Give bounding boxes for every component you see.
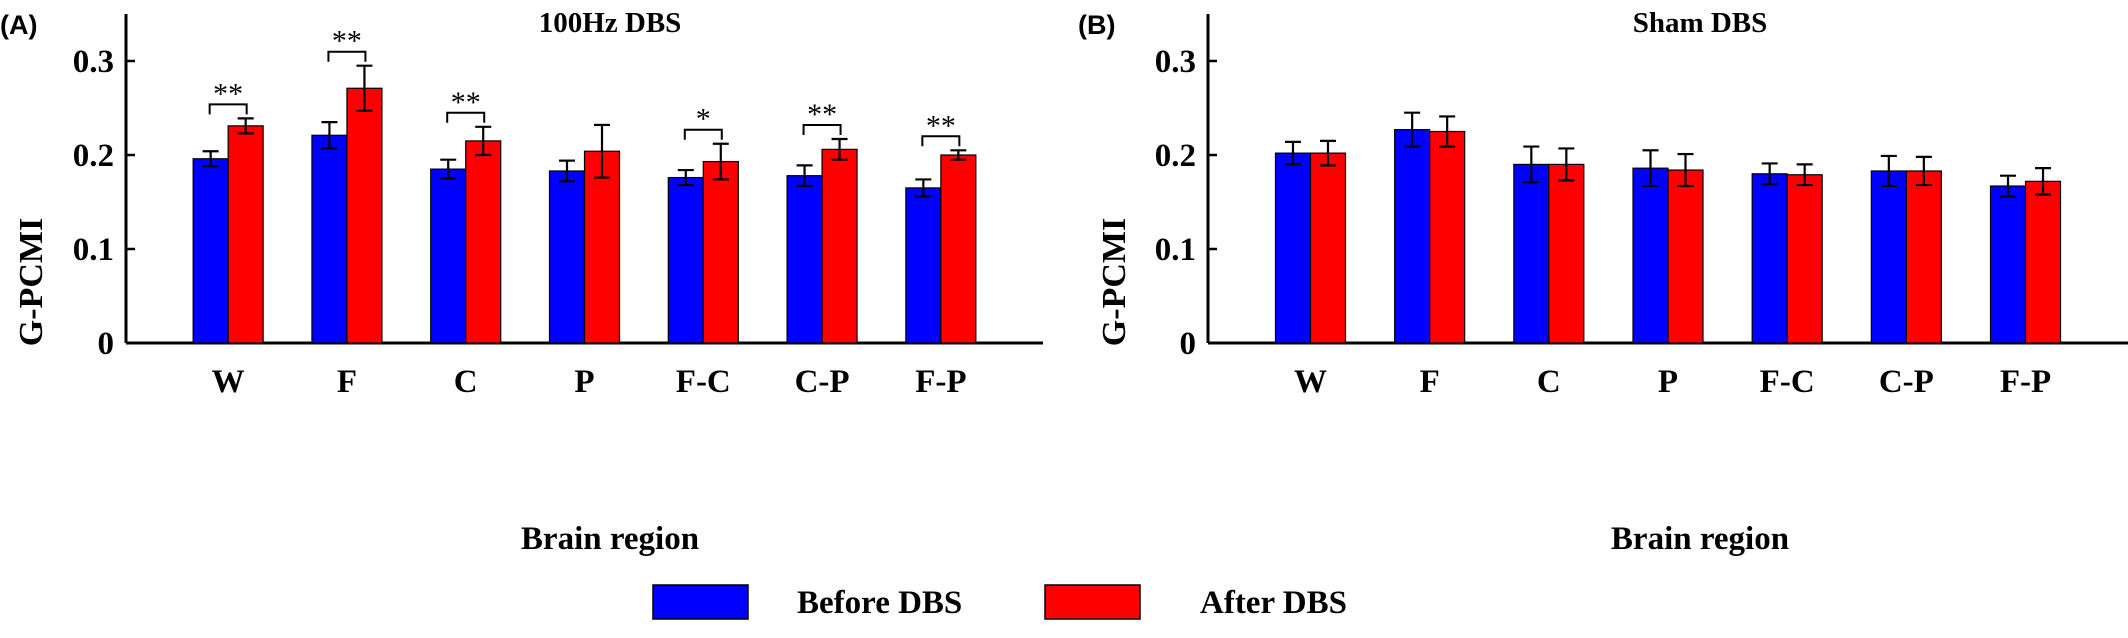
- bar: [227, 125, 264, 344]
- y-tick-label: 0.3: [1155, 44, 1196, 80]
- bar: [1667, 169, 1704, 344]
- bar: [667, 176, 704, 344]
- panel-b: (B) Sham DBS G-PCMI Brain region 0 0.1 0.2…: [1078, 7, 2128, 557]
- chart-title-b: Sham DBS: [1633, 7, 1768, 39]
- legend-label-before-dbs: Before DBS: [797, 585, 962, 621]
- x-tick-label: F-P: [2000, 364, 2051, 400]
- y-axis-label-a: G-PCMI: [13, 218, 50, 346]
- significance-label: **: [332, 25, 362, 58]
- x-tick-label: F-C: [1760, 364, 1815, 400]
- bar: [1548, 163, 1585, 344]
- significance-bracket: [921, 135, 961, 147]
- significance-bracket: [327, 50, 367, 62]
- x-tick-label: P: [574, 364, 594, 400]
- legend-swatch-before-dbs: [652, 584, 749, 620]
- x-tick-label: F: [1420, 364, 1440, 400]
- bar: [821, 148, 858, 344]
- x-tick-label: P: [1658, 364, 1678, 400]
- x-tick-label: F: [337, 364, 357, 400]
- bar: [1632, 167, 1669, 344]
- significance-label: **: [926, 109, 956, 142]
- bar: [1870, 170, 1907, 344]
- panel-a: (A) 100Hz DBS G-PCMI Brain region 0 0.1 0.…: [0, 7, 1043, 557]
- significance-bracket: [208, 103, 248, 115]
- y-tick-label: 0.2: [1155, 138, 1196, 174]
- significance-bracket: [446, 111, 486, 123]
- y-tick-label: 0.3: [73, 44, 114, 80]
- x-tick-label: W: [212, 364, 245, 400]
- bar: [1394, 129, 1431, 344]
- bar: [583, 150, 621, 344]
- x-tick-label: C-P: [795, 364, 850, 400]
- legend-swatch-after-dbs: [1044, 584, 1141, 620]
- chart-title-a: 100Hz DBS: [539, 7, 682, 39]
- significance-label: **: [451, 86, 481, 119]
- x-axis-label-a: Brain region: [521, 521, 699, 557]
- legend: Before DBS After DBS: [652, 584, 1347, 621]
- bar: [1905, 170, 1942, 344]
- legend-label-after-dbs: After DBS: [1200, 585, 1347, 621]
- bar: [465, 140, 502, 344]
- bar: [1513, 163, 1550, 344]
- bar: [1786, 174, 1823, 344]
- x-tick-label: W: [1294, 364, 1327, 400]
- significance-bracket: [683, 128, 723, 140]
- significance-label: **: [213, 77, 243, 110]
- significance-label: **: [807, 98, 837, 131]
- significance-bracket: [802, 124, 842, 136]
- panel-letter-a: (A): [0, 10, 37, 40]
- bar: [1429, 130, 1466, 344]
- significance-label: *: [696, 103, 711, 136]
- bar: [1309, 152, 1347, 344]
- x-tick-label: F-C: [676, 364, 731, 400]
- y-axis-label-b: G-PCMI: [1096, 218, 1133, 346]
- bar: [346, 87, 383, 344]
- y-tick-label: 0: [98, 326, 115, 362]
- panel-letter-b: (B): [1078, 10, 1115, 40]
- x-tick-label: C: [1537, 364, 1561, 400]
- bar: [311, 134, 348, 344]
- x-tick-label: C-P: [1879, 364, 1934, 400]
- y-tick-label: 0.2: [73, 138, 114, 174]
- bar: [1751, 173, 1788, 344]
- bar: [430, 168, 467, 344]
- x-tick-label: C: [454, 364, 478, 400]
- bar: [1274, 152, 1312, 344]
- bar: [2024, 180, 2062, 344]
- x-axis-label-b: Brain region: [1611, 521, 1789, 557]
- bar: [1989, 185, 2027, 344]
- bar: [192, 158, 229, 344]
- bar: [940, 154, 977, 344]
- bar: [905, 187, 942, 344]
- bar: [786, 175, 823, 344]
- bar: [702, 160, 739, 344]
- y-tick-label: 0.1: [1155, 232, 1196, 268]
- x-tick-label: F-P: [915, 364, 966, 400]
- bar: [548, 170, 586, 344]
- plot-area-b: 0 0.1 0.2 0.3 W F C P F-C C-P F-P: [1155, 14, 2128, 400]
- y-tick-label: 0: [1180, 326, 1197, 362]
- plot-area-a: 0 0.1 0.2 0.3 W ** F ** C ** P F-C * C-P ** F-P **: [73, 14, 1043, 400]
- y-tick-label: 0.1: [73, 232, 114, 268]
